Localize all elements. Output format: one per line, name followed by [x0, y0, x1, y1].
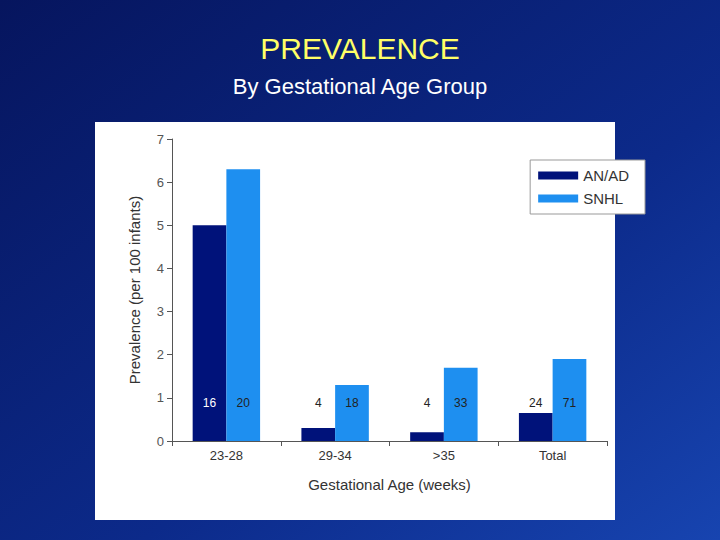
svg-text:18: 18: [345, 396, 359, 410]
svg-text:By Gestational Age Group: By Gestational Age Group: [233, 74, 487, 99]
svg-text:Total: Total: [539, 448, 567, 463]
svg-text:71: 71: [563, 396, 577, 410]
svg-text:33: 33: [454, 396, 468, 410]
svg-text:4: 4: [157, 261, 164, 276]
svg-text:SNHL: SNHL: [583, 190, 623, 207]
svg-text:24: 24: [529, 396, 543, 410]
svg-text:7: 7: [157, 132, 164, 147]
svg-text:6: 6: [157, 175, 164, 190]
svg-text:5: 5: [157, 218, 164, 233]
svg-text:Gestational Age (weeks): Gestational Age (weeks): [308, 476, 471, 493]
svg-text:4: 4: [424, 396, 431, 410]
svg-text:2: 2: [157, 347, 164, 362]
svg-text:29-34: 29-34: [319, 448, 352, 463]
svg-text:PREVALENCE: PREVALENCE: [260, 32, 460, 65]
svg-text:Prevalence (per 100 infants): Prevalence (per 100 infants): [126, 196, 143, 384]
svg-text:20: 20: [237, 396, 251, 410]
svg-text:23-28: 23-28: [210, 448, 243, 463]
svg-text:16: 16: [203, 396, 217, 410]
svg-text:3: 3: [157, 304, 164, 319]
svg-text:0: 0: [157, 434, 164, 449]
svg-text:4: 4: [315, 396, 322, 410]
svg-text:AN/AD: AN/AD: [583, 167, 629, 184]
svg-text:>35: >35: [433, 448, 455, 463]
svg-text:1: 1: [157, 390, 164, 405]
